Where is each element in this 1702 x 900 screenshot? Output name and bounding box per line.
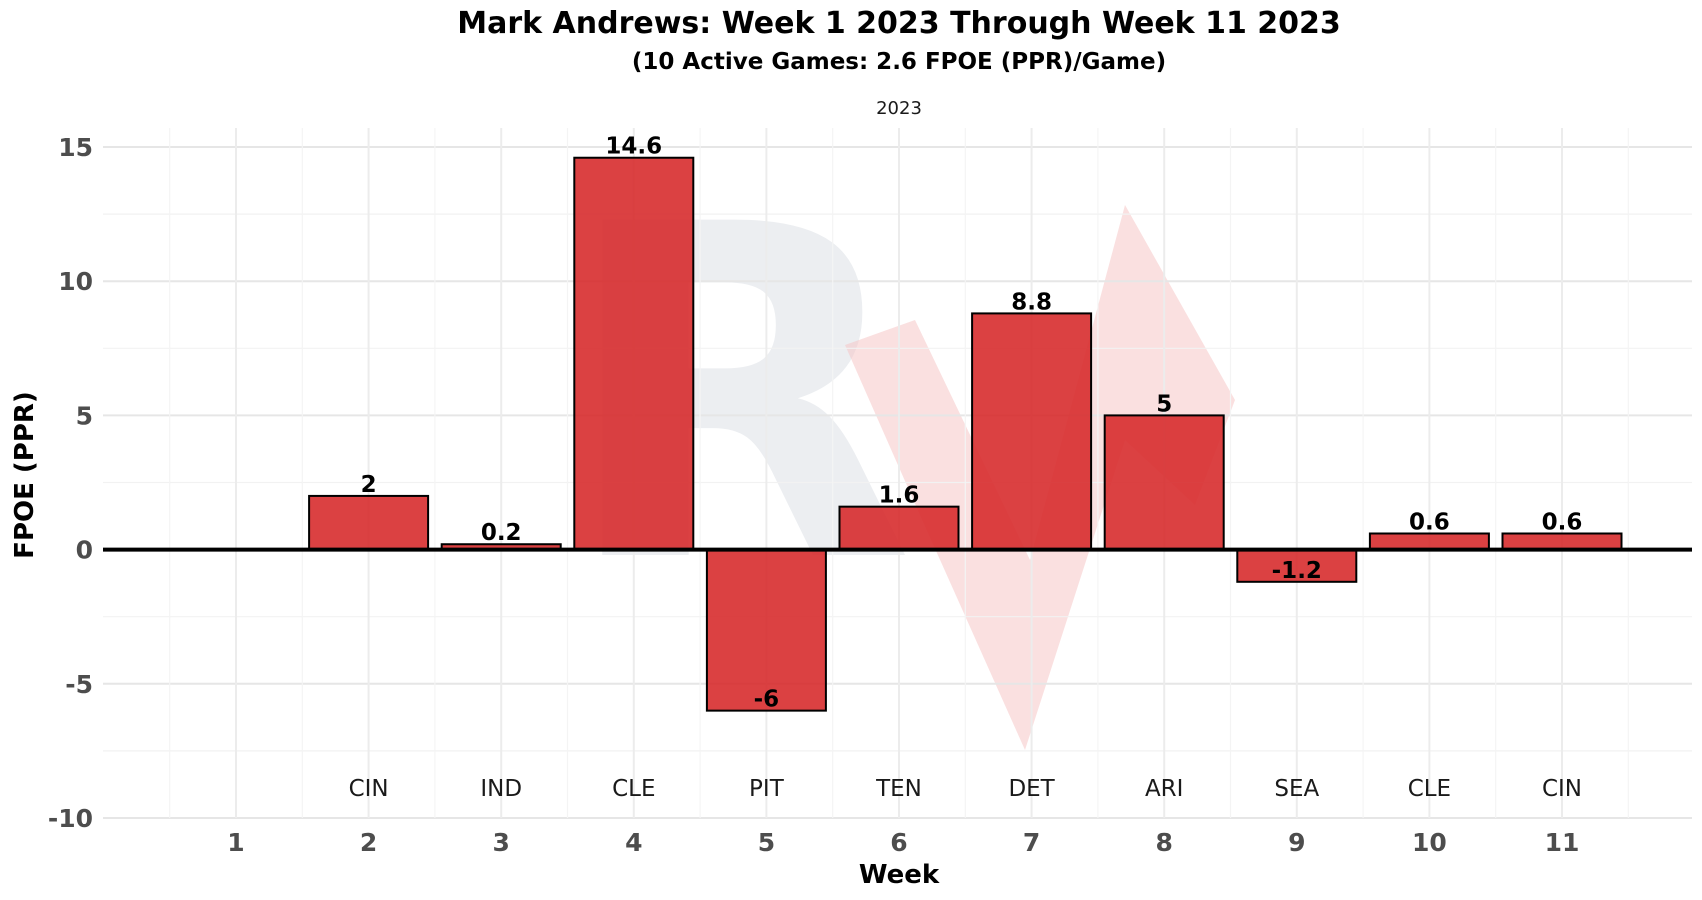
y-tick-label: -5 (65, 670, 93, 699)
bar-value-label: 1.6 (879, 483, 920, 509)
x-tick-label: 3 (492, 828, 509, 857)
opponent-label: PIT (749, 776, 785, 802)
opponent-label: SEA (1274, 776, 1319, 802)
opponent-label: TEN (875, 776, 922, 802)
x-tick-label: 7 (1023, 828, 1040, 857)
chart-title: Mark Andrews: Week 1 2023 Through Week 1… (457, 6, 1341, 41)
opponent-label: ARI (1145, 776, 1184, 802)
x-tick-label: 4 (625, 828, 642, 857)
bar (705, 548, 827, 712)
x-tick-label: 10 (1412, 828, 1447, 857)
bar (838, 505, 960, 551)
y-axis-title: FPOE (PPR) (10, 391, 40, 559)
opponent-label: DET (1008, 776, 1055, 802)
bar (971, 312, 1093, 551)
bar-value-label: 0.6 (1542, 509, 1583, 535)
bar (573, 156, 695, 551)
opponent-labels-group: CIN IND CLE PIT TEN DET ARI SEA CLE CIN (349, 776, 1582, 802)
bar (308, 494, 430, 551)
bar (1103, 414, 1225, 551)
opponent-label: IND (480, 776, 522, 802)
x-tick-label: 5 (758, 828, 775, 857)
x-tick-label: 9 (1288, 828, 1305, 857)
bar-value-label: -6 (754, 687, 780, 713)
value-labels-group: 2 0.2 14.6 -6 1.6 8.8 5 -1.2 0.6 0.6 (361, 134, 1583, 713)
x-axis-ticks: 1 2 3 4 5 6 7 8 9 10 11 (227, 828, 1579, 857)
y-tick-label: 0 (76, 536, 93, 565)
x-tick-label: 2 (360, 828, 377, 857)
bar-value-label: 5 (1156, 391, 1172, 417)
opponent-label: CLE (612, 776, 655, 802)
y-axis-ticks: 15 10 5 0 -5 -10 (48, 133, 93, 833)
y-tick-label: 15 (58, 133, 93, 162)
bar-value-label: 2 (361, 472, 377, 498)
x-tick-label: 1 (227, 828, 244, 857)
x-tick-label: 6 (890, 828, 907, 857)
bars-group (308, 156, 1623, 712)
bar-value-label: 0.6 (1409, 509, 1450, 535)
bar (1236, 548, 1358, 583)
x-axis-title: Week (859, 860, 940, 890)
x-tick-label: 8 (1155, 828, 1172, 857)
watermark-arrow (845, 205, 1235, 750)
bar-value-label: 0.2 (481, 520, 522, 546)
y-tick-label: 10 (58, 267, 93, 296)
y-tick-label: 5 (76, 401, 93, 430)
bar-value-label: 8.8 (1011, 289, 1052, 315)
bar (1368, 532, 1490, 551)
bar-value-label: 14.6 (605, 134, 662, 160)
facet-label: 2023 (876, 98, 922, 119)
chart-subtitle: (10 Active Games: 2.6 FPOE (PPR)/Game) (632, 49, 1166, 75)
opponent-label: CIN (349, 776, 389, 802)
opponent-label: CIN (1542, 776, 1582, 802)
opponent-label: CLE (1408, 776, 1451, 802)
y-tick-label: -10 (48, 804, 93, 833)
bar (1501, 532, 1623, 551)
bar-value-label: -1.2 (1272, 558, 1322, 584)
x-tick-label: 11 (1545, 828, 1580, 857)
